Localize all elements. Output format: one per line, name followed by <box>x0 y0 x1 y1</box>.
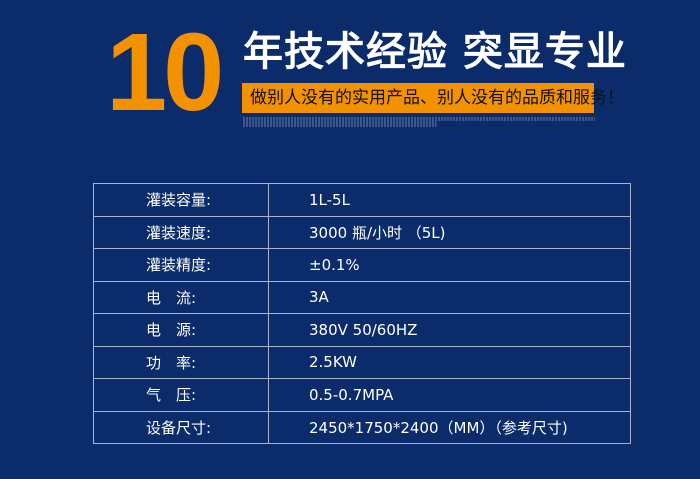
spec-label: 灌装精度: <box>93 248 269 282</box>
spec-row: 功 率: 2.5KW <box>93 345 631 379</box>
headline-number: 10 <box>106 11 224 134</box>
spec-label: 电 流: <box>93 280 269 314</box>
spec-label: 灌装容量: <box>93 183 269 217</box>
spec-row: 电 流: 3A <box>93 280 631 314</box>
spec-value: 0.5-0.7MPA <box>268 378 631 412</box>
spec-label: 功 率: <box>93 345 269 379</box>
spec-value: ±0.1% <box>268 248 631 282</box>
spec-table: 灌装容量: 1L-5L 灌装速度: 3000 瓶/小时 （5L) 灌装精度: ±0.1% 电… <box>93 183 631 444</box>
spec-value: 380V 50/60HZ <box>268 313 631 347</box>
spec-value: 3000 瓶/小时 （5L) <box>268 215 631 249</box>
spec-row: 设备尺寸: 2450*1750*2400（MM）（参考尺寸) <box>93 410 631 444</box>
spec-value: 2450*1750*2400（MM）（参考尺寸) <box>268 410 631 444</box>
spec-label: 灌装速度: <box>93 215 269 249</box>
spec-label: 气 压: <box>93 378 269 412</box>
spec-value: 2.5KW <box>268 345 631 379</box>
spec-label: 电 源: <box>93 313 269 347</box>
spec-row: 电 源: 380V 50/60HZ <box>93 313 631 347</box>
spec-label: 设备尺寸: <box>93 410 269 444</box>
decorative-fine-text <box>243 117 595 127</box>
spec-row: 灌装容量: 1L-5L <box>93 183 631 217</box>
spec-value: 1L-5L <box>268 183 631 217</box>
headline-title: 年技术经验 突显专业 <box>243 29 627 75</box>
slogan-banner: 做别人没有的实用产品、别人没有的品质和服务！ <box>242 83 624 113</box>
spec-row: 灌装精度: ±0.1% <box>93 248 631 282</box>
spec-row: 气 压: 0.5-0.7MPA <box>93 378 631 412</box>
spec-row: 灌装速度: 3000 瓶/小时 （5L) <box>93 215 631 249</box>
spec-value: 3A <box>268 280 631 314</box>
